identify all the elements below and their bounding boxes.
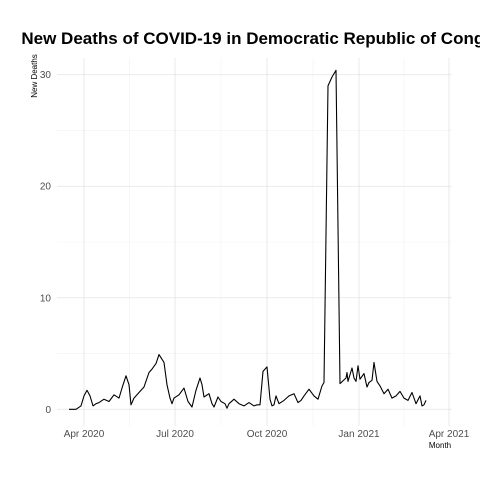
y-axis: 0 10 20 30	[40, 70, 52, 416]
y-axis-title: New Deaths	[30, 54, 39, 98]
x-tick-label: Jan 2021	[338, 429, 380, 440]
y-tick-label: 0	[45, 405, 51, 416]
x-axis: Apr 2020 Jul 2020 Oct 2020 Jan 2021 Apr 2021	[64, 429, 470, 440]
y-tick-label: 10	[40, 293, 52, 304]
grid	[57, 58, 452, 426]
y-tick-label: 20	[40, 182, 52, 193]
series-line-new-deaths	[69, 69, 427, 410]
chart-title: New Deaths of COVID-19 in Democratic Rep…	[21, 29, 480, 48]
x-tick-label: Apr 2020	[64, 429, 105, 440]
x-tick-label: Apr 2021	[429, 429, 470, 440]
y-tick-label: 30	[40, 70, 52, 81]
x-axis-title: Month	[429, 441, 451, 450]
x-tick-label: Jul 2020	[156, 429, 194, 440]
x-tick-label: Oct 2020	[247, 429, 288, 440]
